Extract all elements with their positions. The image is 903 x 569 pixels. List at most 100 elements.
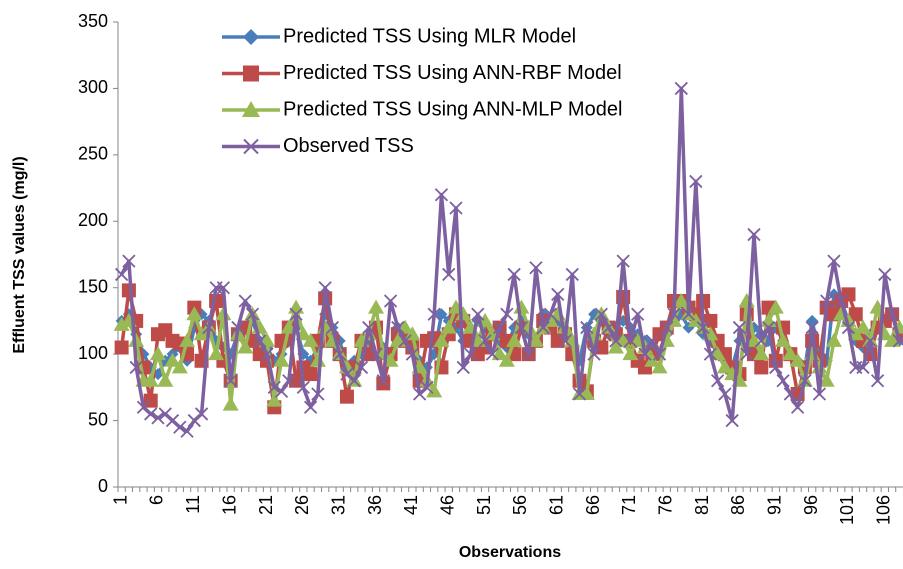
marker [572,387,587,401]
marker [194,407,209,421]
marker [245,307,260,321]
y-tick-label: 0 [98,476,108,496]
marker [391,320,405,335]
marker [892,334,903,348]
marker [878,267,892,282]
x-tick-label: 46 [437,495,457,515]
marker [775,332,792,347]
marker [376,376,391,391]
marker [825,332,842,347]
marker [260,347,274,361]
marker [114,267,129,282]
marker [362,320,376,335]
marker [841,320,856,335]
series [114,81,903,438]
marker [427,307,441,321]
marker [142,372,159,387]
marker [776,374,790,388]
marker [273,352,290,367]
marker [725,413,739,428]
x-tick-label: 71 [619,495,639,515]
marker [703,347,718,361]
legend-label: Predicted TSS Using MLR Model [283,25,576,47]
marker [622,346,639,361]
marker [216,281,231,295]
marker [747,227,761,242]
marker [652,347,667,361]
marker [760,312,777,327]
marker [856,360,870,375]
marker [369,347,383,361]
marker [325,320,340,335]
x-tick-label: 1 [110,495,130,505]
marker [674,81,688,96]
marker [405,347,420,361]
legend-label: Predicted TSS Using ANN-MLP Model [283,98,622,120]
marker [798,374,812,388]
marker [716,359,733,374]
y-tick-label: 50 [88,409,108,429]
marker [157,372,174,387]
x-tick-label: 11 [183,495,203,514]
marker [333,347,347,361]
marker [738,293,755,307]
marker [485,347,499,361]
marker [433,332,450,347]
x-tick-label: 16 [219,495,239,515]
marker [354,360,369,375]
marker [113,316,130,331]
marker [782,346,799,361]
x-tick-label: 91 [765,495,785,515]
marker [202,320,216,335]
marker [222,396,239,411]
marker [288,299,305,314]
marker [827,254,841,268]
marker [180,424,194,438]
marker [171,359,188,374]
marker [529,261,543,275]
x-tick-label: 86 [728,495,748,515]
x-tick-label: 6 [147,495,167,505]
marker [274,384,289,398]
marker [426,383,443,398]
marker [500,307,514,321]
x-tick-label: 61 [546,495,566,515]
marker [536,320,550,335]
legend-marker [243,65,259,82]
marker [296,380,310,394]
marker [681,307,696,321]
x-axis-title: Observations [459,544,561,561]
x-tick-label: 81 [692,495,712,515]
marker [594,307,608,321]
marker [514,320,529,335]
marker [805,320,819,335]
marker [834,294,848,308]
y-tick-label: 150 [78,276,108,296]
marker [434,188,449,202]
marker [303,367,318,382]
x-tick-label: 96 [801,495,821,515]
marker [289,307,303,321]
marker [522,347,536,361]
marker [820,294,834,308]
marker [266,392,283,407]
marker [149,346,166,361]
y-tick-label: 300 [78,77,108,97]
marker [812,387,827,401]
marker [231,320,245,335]
x-tick-label: 76 [656,495,676,515]
marker [513,299,530,314]
marker [885,307,899,321]
marker [309,352,326,367]
marker [303,400,318,414]
x-tick-label: 26 [292,495,312,515]
marker [151,411,165,425]
marker [463,347,478,361]
x-tick-label: 51 [474,495,494,515]
marker [753,346,770,361]
legend-label: Observed TSS [283,135,414,157]
y-tick-label: 350 [78,11,108,31]
marker [398,334,412,348]
marker [339,389,354,404]
x-tick-label: 36 [365,495,385,515]
